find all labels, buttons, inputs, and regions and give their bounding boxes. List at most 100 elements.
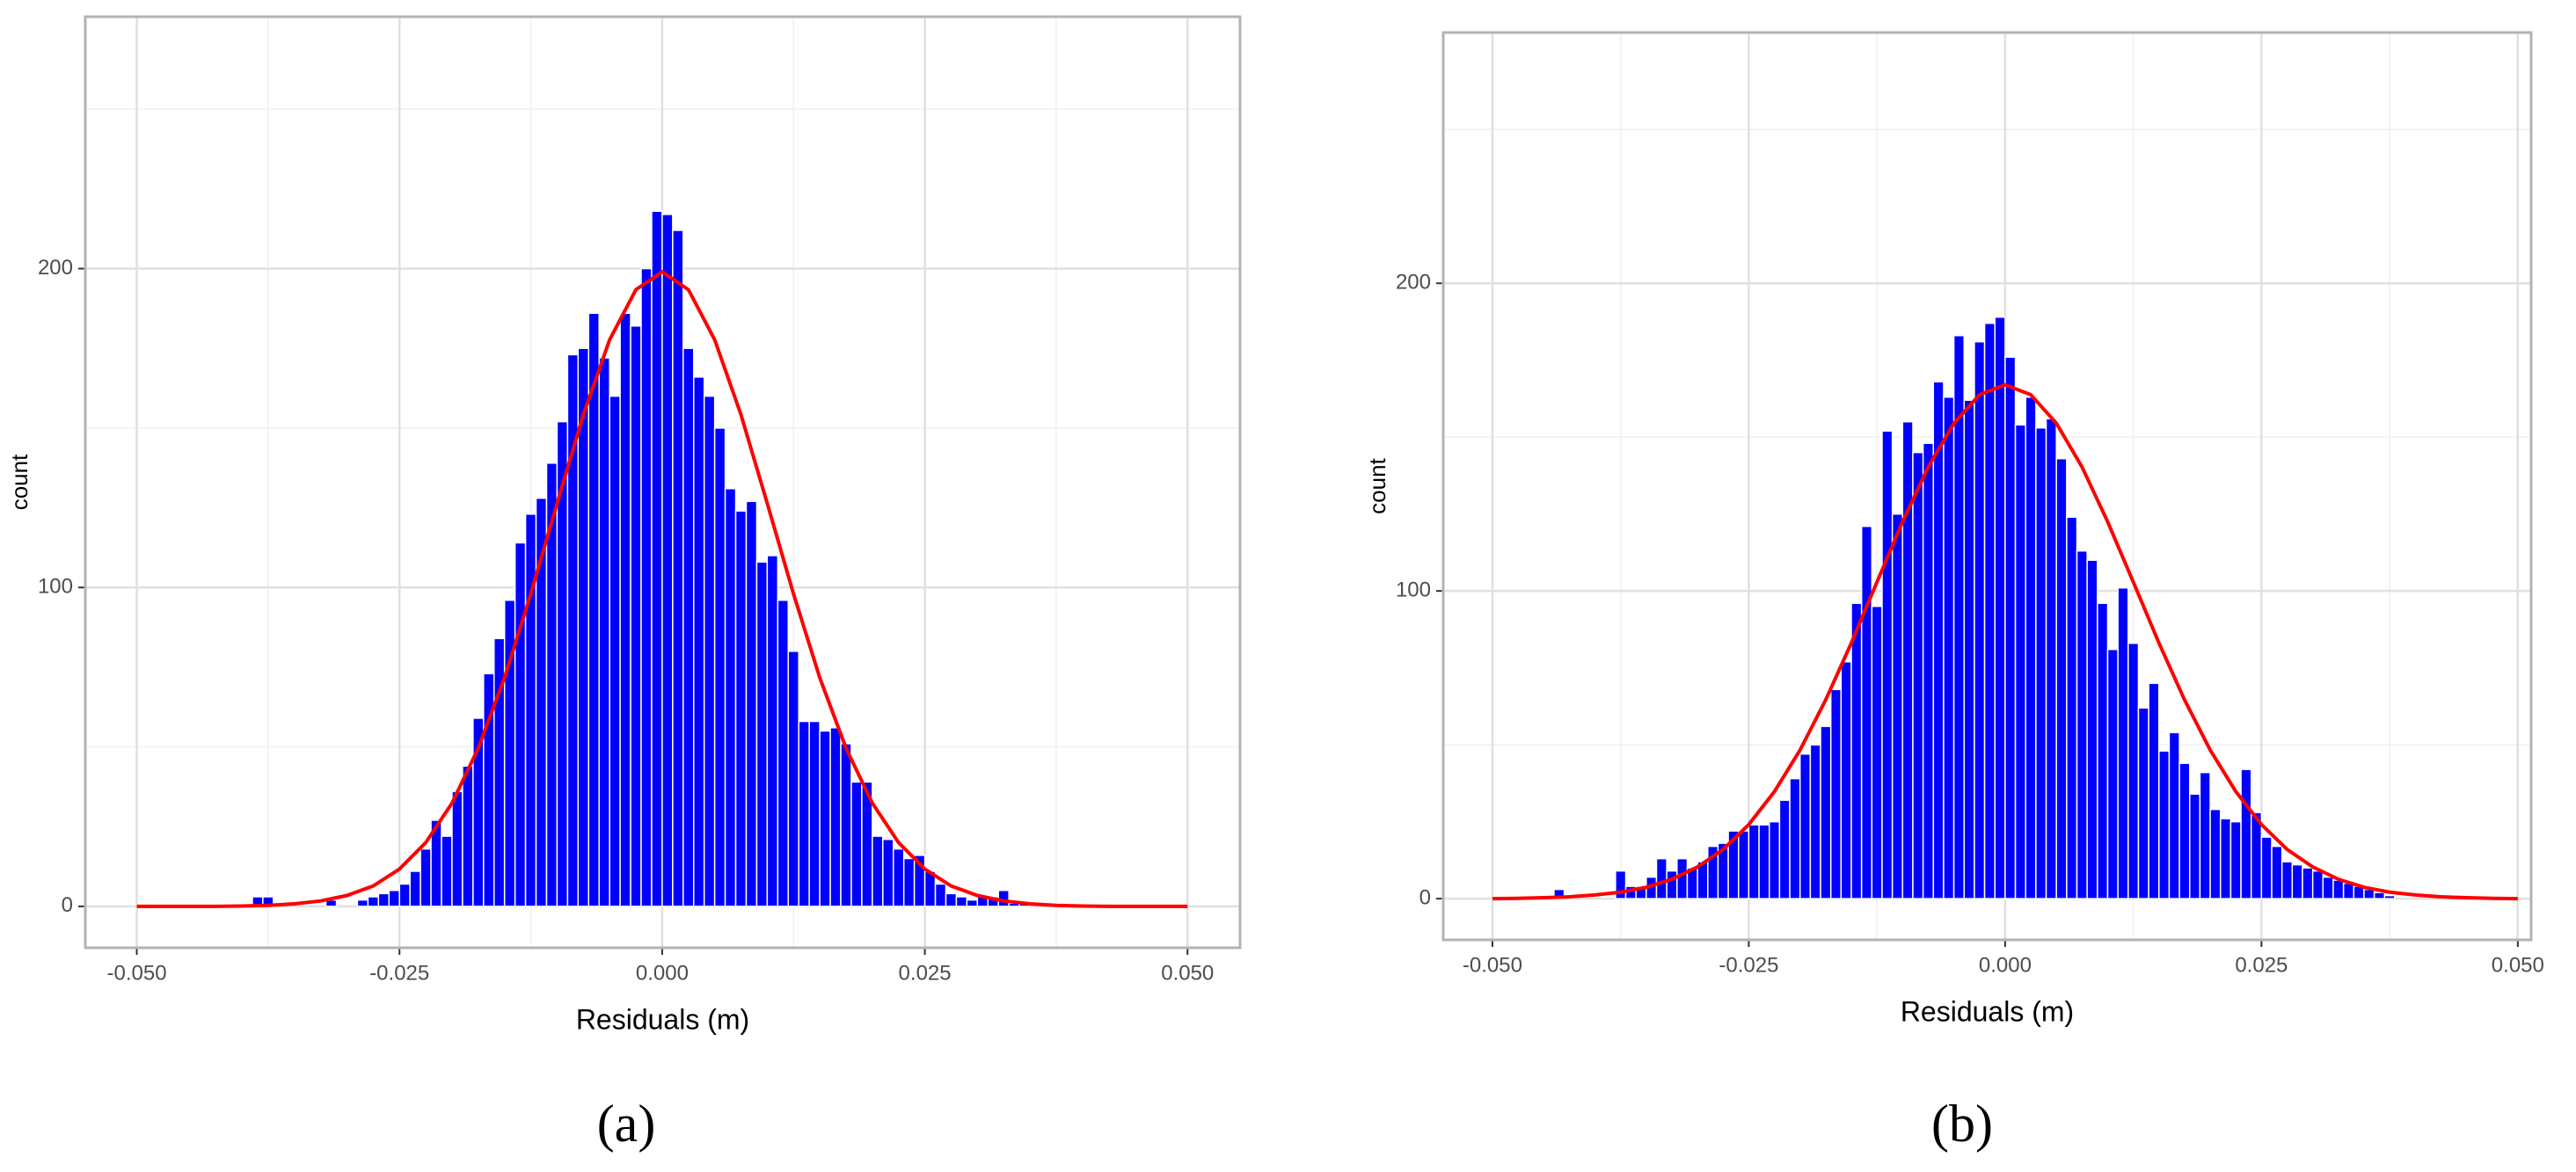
histogram-bar (462, 765, 474, 907)
plot-border (1441, 31, 2533, 942)
histogram-bar (755, 561, 769, 907)
histogram-bar (1655, 857, 1667, 899)
histogram-bar (850, 781, 863, 907)
histogram-bar (2106, 648, 2119, 899)
y-tick-label: 100 (38, 575, 73, 599)
histogram-bar (902, 857, 916, 907)
histogram-bar (798, 720, 810, 907)
histogram-bar (2199, 771, 2211, 899)
histogram-bar (1912, 451, 1924, 899)
histogram-bar (1860, 525, 1873, 899)
histogram-bar (1840, 660, 1852, 899)
histogram-bar (514, 542, 527, 907)
histogram-bar (1820, 725, 1832, 899)
histogram-bar (745, 500, 758, 907)
histogram-bar (651, 210, 663, 907)
histogram-bar (356, 899, 369, 907)
histogram-bar (1789, 777, 1801, 899)
histogram-bar (2311, 870, 2324, 899)
histogram-bar (1922, 442, 1935, 899)
x-tick-label: 0.000 (636, 961, 689, 985)
x-tick-label: 0.025 (899, 961, 952, 985)
histogram-bar (2189, 793, 2201, 899)
histogram-bar (2260, 836, 2273, 899)
histogram-bar (2219, 818, 2232, 899)
histogram-bar (1994, 316, 2006, 899)
histogram-bar (1871, 605, 1883, 899)
histogram-bar (1809, 744, 1821, 899)
histogram-bar (2035, 426, 2047, 899)
histogram-bar (2148, 682, 2160, 899)
y-tick-label: 200 (1396, 271, 1431, 295)
histogram-bar (692, 376, 705, 907)
histogram-bar (829, 727, 842, 907)
histogram-bar (2342, 882, 2355, 899)
histogram-bar (2280, 861, 2294, 899)
histogram-bar (1881, 430, 1894, 899)
histogram-bar (587, 312, 600, 907)
histogram-bar (892, 848, 905, 907)
histogram-bar (2240, 768, 2252, 899)
histogram-bar (2127, 642, 2140, 899)
histogram-bar (2250, 812, 2263, 899)
x-axis-title: Residuals (m) (576, 1003, 749, 1035)
histogram-bar (451, 790, 463, 907)
panel: -0.050 -0.025 0.000 0.025 0.050 0 100 200 Residu… (1364, 31, 2544, 1153)
x-axis-title: Residuals (m) (1901, 995, 2074, 1027)
histogram-bar (2158, 750, 2171, 899)
histogram-bar (2004, 356, 2017, 899)
histogram-bar (2025, 396, 2037, 899)
histogram-bar (734, 510, 748, 907)
histogram-bar (787, 650, 799, 907)
histogram-bar (1748, 824, 1760, 899)
plot-border (84, 15, 1242, 950)
histogram-bar (619, 312, 631, 907)
histogram-bar (808, 720, 821, 907)
histogram-bar (441, 835, 453, 907)
histogram-bar (1850, 602, 1863, 899)
histogram-bar (1738, 830, 1750, 899)
histogram-bar (2302, 867, 2314, 899)
histogram-bar (672, 229, 684, 907)
histogram-bar (819, 730, 831, 907)
histogram-bar (2055, 457, 2068, 899)
histogram-bar (2045, 418, 2057, 899)
histogram-bar (1943, 396, 1955, 899)
histogram-bar (1963, 399, 1975, 899)
histogram-bar (630, 325, 642, 907)
y-axis-title: count (1364, 457, 1390, 513)
histogram-bar (2014, 424, 2026, 899)
histogram-bar (2229, 820, 2242, 899)
x-tick-label: 0.000 (1979, 953, 2032, 977)
histogram-bar (1799, 753, 1812, 899)
histogram-bar (934, 883, 947, 907)
x-tick-label: -0.025 (1719, 953, 1778, 977)
histogram-bar (2086, 559, 2098, 899)
x-tick-label: -0.050 (107, 961, 167, 985)
y-axis-title: count (6, 454, 33, 510)
histogram-bar (2291, 863, 2303, 899)
normal-curve (1492, 382, 2518, 901)
histogram-bar (766, 555, 779, 907)
histogram-bar (777, 599, 790, 907)
x-tick-label: 0.025 (2235, 953, 2288, 977)
histogram-bar (640, 267, 653, 907)
histogram-bar (2137, 707, 2149, 899)
panel-label: (a) (597, 1095, 656, 1153)
histogram-bar (2271, 845, 2283, 899)
histogram-bar (840, 743, 852, 907)
histogram-bar (1829, 688, 1843, 899)
y-tick-label: 0 (1419, 885, 1431, 909)
histogram-bar (409, 870, 421, 907)
histogram-bar (398, 883, 411, 907)
histogram-bar (609, 395, 621, 907)
histogram-bar (882, 838, 894, 907)
histogram-bar (1974, 340, 1986, 899)
histogram-bar (2178, 762, 2191, 899)
x-tick-label: -0.025 (369, 961, 429, 985)
normal-curve (136, 269, 1188, 908)
histogram-bar (955, 896, 968, 907)
panel: -0.050 -0.025 0.000 0.025 0.050 0 100 200 Residu… (6, 15, 1242, 1153)
